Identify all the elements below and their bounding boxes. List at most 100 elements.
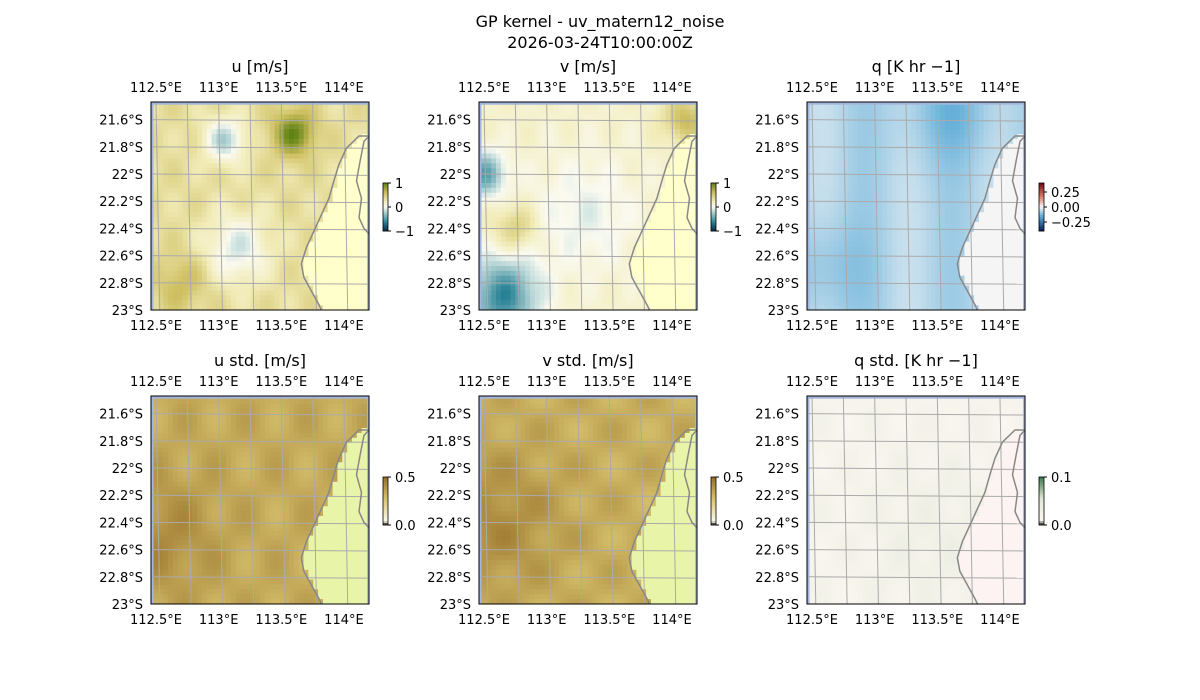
data-cell bbox=[298, 275, 305, 282]
data-cell bbox=[819, 104, 825, 111]
data-cell bbox=[578, 202, 584, 208]
data-cell bbox=[626, 173, 633, 179]
data-cell bbox=[216, 197, 222, 204]
data-cell bbox=[481, 212, 487, 218]
data-cell bbox=[930, 222, 936, 228]
land-cell bbox=[313, 241, 319, 248]
data-cell bbox=[529, 148, 536, 155]
data-cell bbox=[568, 168, 575, 174]
data-cell bbox=[916, 143, 922, 150]
land-cell bbox=[327, 212, 334, 218]
data-cell bbox=[833, 129, 840, 135]
data-cell bbox=[269, 119, 276, 125]
data-cell bbox=[158, 114, 164, 120]
data-cell bbox=[245, 143, 251, 150]
data-cell bbox=[187, 305, 193, 310]
data-cell bbox=[168, 187, 174, 194]
data-cell bbox=[1003, 109, 1009, 116]
data-cell bbox=[182, 148, 188, 155]
data-cell bbox=[974, 104, 980, 111]
data-cell bbox=[592, 114, 599, 120]
data-cell bbox=[621, 285, 628, 292]
data-cell bbox=[631, 138, 638, 145]
data-cell bbox=[814, 222, 820, 228]
data-cell bbox=[896, 192, 903, 199]
data-cell bbox=[539, 246, 546, 252]
data-cell bbox=[264, 207, 271, 213]
data-cell bbox=[260, 104, 266, 111]
x-tick-label-top: 112.5°E bbox=[130, 81, 182, 96]
data-cell bbox=[240, 114, 247, 120]
colorbar-tick-label: 0 bbox=[395, 201, 403, 216]
data-cell bbox=[631, 129, 638, 135]
data-cell bbox=[269, 270, 276, 277]
data-cell bbox=[274, 129, 280, 135]
data-cell bbox=[496, 153, 502, 160]
land-cell bbox=[1017, 148, 1024, 155]
data-cell bbox=[520, 134, 526, 140]
data-cell bbox=[597, 207, 604, 213]
data-cell bbox=[558, 212, 565, 218]
land-cell bbox=[347, 168, 353, 174]
data-cell bbox=[655, 178, 662, 184]
data-cell bbox=[303, 192, 310, 199]
land-cell bbox=[660, 251, 667, 257]
data-cell bbox=[327, 153, 334, 160]
data-cell bbox=[293, 134, 300, 140]
data-cell bbox=[891, 192, 898, 199]
data-cell bbox=[843, 158, 849, 164]
data-cell bbox=[602, 158, 608, 164]
data-cell bbox=[563, 212, 570, 218]
data-cell bbox=[612, 129, 618, 135]
data-cell bbox=[260, 251, 266, 257]
data-cell bbox=[607, 207, 613, 213]
data-cell bbox=[843, 192, 849, 199]
data-cell bbox=[882, 114, 888, 120]
data-cell bbox=[284, 153, 290, 160]
data-cell bbox=[327, 138, 334, 145]
data-cell bbox=[168, 251, 174, 257]
land-cell bbox=[655, 300, 662, 306]
data-cell bbox=[621, 217, 628, 223]
data-cell bbox=[607, 236, 613, 243]
data-cell bbox=[510, 173, 516, 179]
data-cell bbox=[583, 246, 589, 252]
data-cell bbox=[264, 138, 271, 145]
data-cell bbox=[539, 305, 546, 310]
data-cell bbox=[901, 143, 907, 150]
data-cell bbox=[617, 251, 623, 257]
data-cell bbox=[515, 134, 521, 140]
land-cell bbox=[655, 231, 662, 238]
data-cell bbox=[646, 168, 652, 174]
land-cell bbox=[670, 300, 676, 306]
data-cell bbox=[896, 207, 903, 213]
data-cell bbox=[230, 217, 237, 223]
data-cell bbox=[303, 173, 310, 179]
data-cell bbox=[318, 217, 324, 223]
data-cell bbox=[862, 124, 869, 130]
land-cell bbox=[361, 236, 368, 243]
data-cell bbox=[245, 300, 251, 306]
data-cell bbox=[172, 231, 179, 238]
data-cell bbox=[539, 143, 546, 150]
data-cell bbox=[626, 119, 633, 125]
gridline-lat bbox=[479, 227, 697, 231]
land-cell bbox=[655, 275, 662, 282]
data-cell bbox=[322, 207, 329, 213]
data-cell bbox=[539, 187, 546, 194]
data-cell bbox=[245, 158, 251, 164]
data-cell bbox=[631, 192, 638, 199]
data-cell bbox=[568, 148, 575, 155]
data-cell bbox=[573, 134, 579, 140]
data-cell bbox=[588, 202, 594, 208]
data-cell bbox=[274, 134, 280, 140]
data-cell bbox=[264, 114, 271, 120]
data-cell bbox=[289, 143, 295, 150]
data-cell bbox=[221, 212, 227, 218]
data-cell bbox=[655, 124, 662, 130]
data-cell bbox=[293, 114, 300, 120]
data-cell bbox=[500, 261, 507, 267]
data-cell bbox=[289, 148, 295, 155]
data-cell bbox=[226, 300, 232, 306]
data-cell bbox=[602, 217, 608, 223]
